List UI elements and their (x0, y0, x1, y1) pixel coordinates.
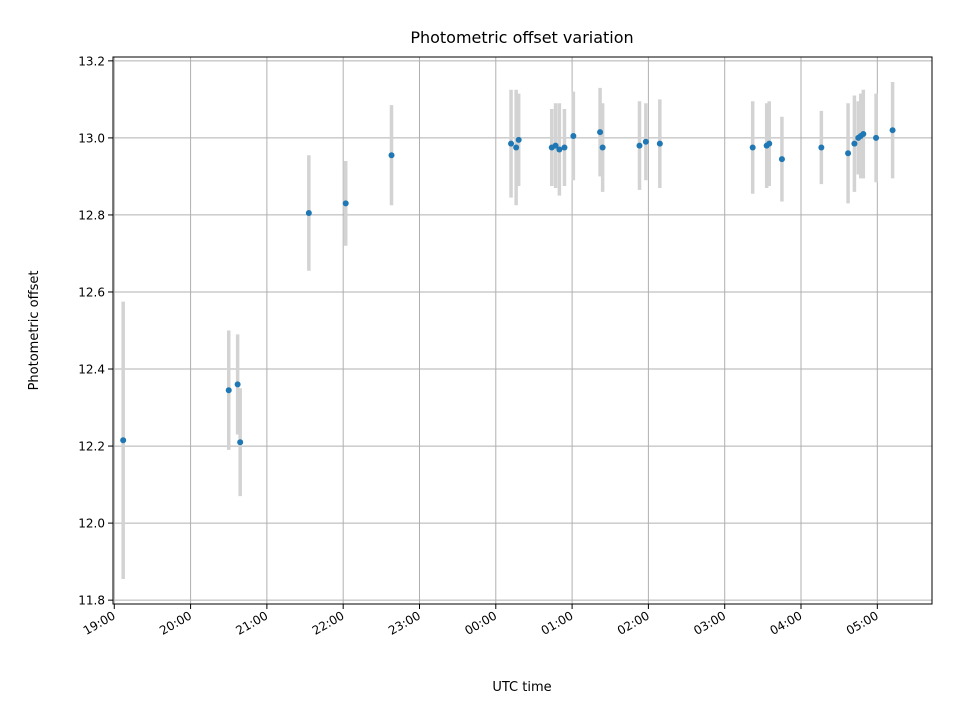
x-tick-label: 00:00 (462, 608, 499, 637)
data-point (561, 144, 568, 151)
y-tick-label: 12.6 (78, 285, 105, 299)
data-point (656, 140, 663, 147)
data-points (120, 127, 896, 446)
x-tick-label: 21:00 (233, 608, 270, 637)
data-point (552, 142, 559, 149)
data-point (597, 129, 604, 136)
y-tick-label: 12.2 (78, 440, 105, 454)
x-tick-label: 20:00 (157, 608, 194, 637)
data-point (342, 200, 349, 207)
data-point (515, 136, 522, 143)
y-axis-ticks: 11.8 12.0 12.2 12.4 12.6 12.8 13.0 13.2 (78, 54, 113, 608)
data-point (889, 127, 896, 134)
x-tick-label: 02:00 (615, 608, 652, 637)
plot-frame (112, 56, 933, 605)
data-point (508, 140, 515, 147)
y-tick-label: 12.8 (78, 208, 105, 222)
data-point (225, 387, 232, 394)
x-tick-label: 23:00 (386, 608, 423, 637)
x-tick-label: 05:00 (844, 608, 881, 637)
data-point (556, 146, 563, 153)
y-tick-label: 11.8 (78, 594, 105, 608)
grid (113, 57, 932, 604)
y-tick-label: 13.0 (78, 131, 105, 145)
x-tick-label: 22:00 (310, 608, 347, 637)
data-point (636, 142, 643, 149)
data-point (778, 156, 785, 163)
data-point (513, 144, 520, 151)
data-point (237, 439, 244, 446)
data-point (599, 144, 606, 151)
data-point (305, 210, 312, 217)
x-axis-ticks: 19:00 20:00 21:00 22:00 23:00 00:00 01:00 02:00… (81, 604, 881, 638)
x-axis-label: UTC time (492, 680, 551, 695)
data-point (570, 132, 577, 139)
chart-title: Photometric offset variation (410, 28, 633, 47)
data-point (749, 144, 756, 151)
data-point (388, 152, 395, 159)
y-axis-label: Photometric offset (27, 271, 42, 391)
x-tick-label: 01:00 (539, 608, 576, 637)
x-tick-label: 19:00 (81, 608, 118, 637)
data-point (642, 138, 649, 145)
x-tick-label: 03:00 (691, 608, 728, 637)
data-point (860, 131, 867, 138)
data-point (818, 144, 825, 151)
data-point (851, 140, 858, 147)
data-point (766, 140, 773, 147)
data-point (845, 150, 852, 157)
data-point (873, 134, 880, 141)
y-tick-label: 13.2 (78, 54, 105, 68)
data-point (234, 381, 241, 388)
y-tick-label: 12.0 (78, 517, 105, 531)
x-tick-label: 04:00 (768, 608, 805, 637)
data-point (120, 437, 127, 444)
y-tick-label: 12.4 (78, 363, 105, 377)
error-bars (121, 82, 895, 579)
